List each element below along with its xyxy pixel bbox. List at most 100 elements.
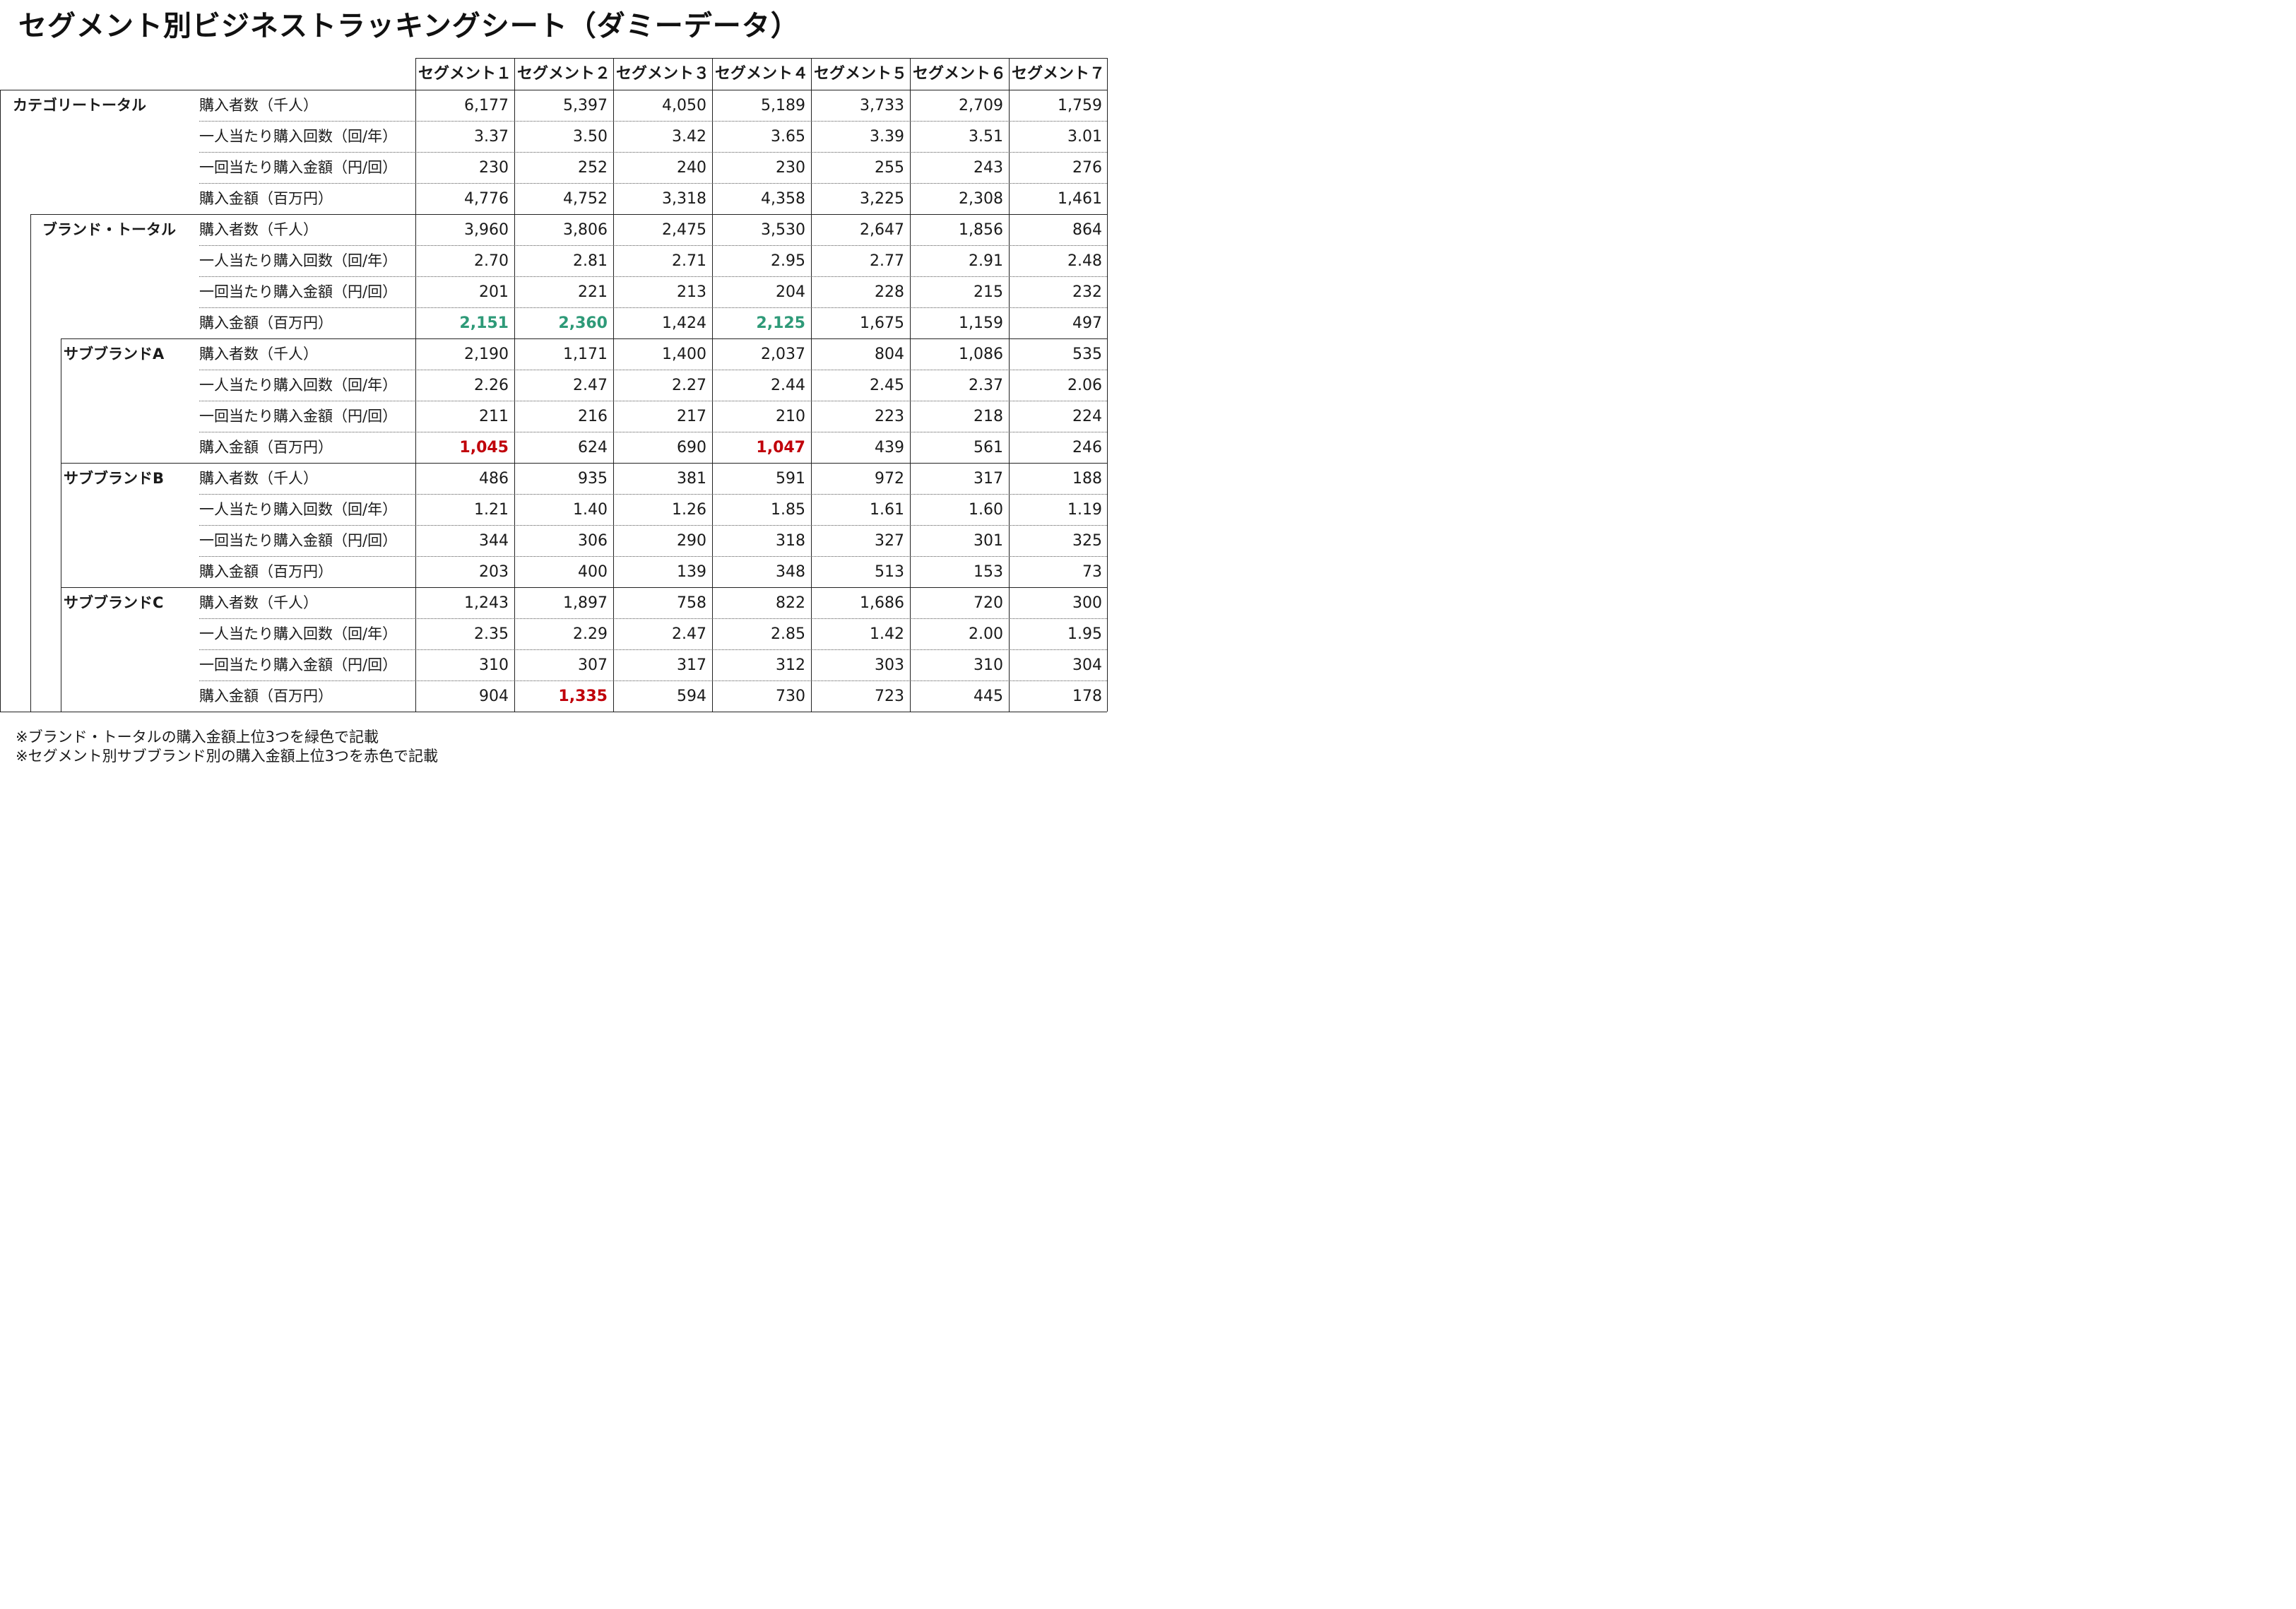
page-title: セグメント別ビジネストラッキングシート（ダミーデータ） [18, 10, 800, 42]
row-divider [199, 649, 1107, 650]
group-border [61, 338, 1107, 339]
table-cell: 1,159 [959, 314, 1003, 332]
column-border [712, 58, 713, 712]
table-cell: 204 [776, 283, 805, 301]
table-cell: 2.47 [672, 625, 706, 643]
table-cell: 2.85 [771, 625, 805, 643]
table-cell: 3,806 [563, 221, 608, 239]
highlighted-cell: 1,045 [459, 439, 509, 456]
row-divider [199, 245, 1107, 246]
table-cell: 723 [875, 688, 904, 705]
table-cell: 300 [1072, 594, 1102, 612]
highlighted-cell: 2,360 [558, 314, 608, 332]
row-divider [199, 183, 1107, 184]
table-cell: 1,675 [860, 314, 904, 332]
table-cell: 2.91 [969, 252, 1003, 270]
table-cell: 211 [479, 408, 509, 425]
table-cell: 325 [1072, 532, 1102, 550]
segment-header: セグメント２ [516, 65, 610, 83]
table-cell: 513 [875, 563, 904, 581]
metric-label: 一人当たり購入回数（回/年） [199, 377, 398, 394]
table-cell: 624 [578, 439, 608, 456]
table-cell: 1.40 [573, 501, 608, 519]
table-cell: 246 [1072, 439, 1102, 456]
metric-label: 一人当たり購入回数（回/年） [199, 252, 398, 269]
group-label: カテゴリートータル [13, 97, 146, 114]
table-cell: 2.26 [474, 377, 509, 394]
table-cell: 720 [974, 594, 1003, 612]
table-cell: 223 [875, 408, 904, 425]
table-cell: 317 [677, 656, 706, 674]
table-cell: 188 [1072, 470, 1102, 488]
table-cell: 301 [974, 532, 1003, 550]
table-cell: 153 [974, 563, 1003, 581]
table-cell: 1.95 [1067, 625, 1102, 643]
table-cell: 2.44 [771, 377, 805, 394]
metric-label: 一回当たり購入金額（円/回） [199, 532, 398, 549]
segment-header: セグメント３ [615, 65, 709, 83]
table-cell: 3.65 [771, 128, 805, 146]
table-cell: 255 [875, 159, 904, 177]
table-cell: 2.27 [672, 377, 706, 394]
column-border [1107, 58, 1108, 712]
table-cell: 822 [776, 594, 805, 612]
table-cell: 312 [776, 656, 805, 674]
metric-label: 一回当たり購入金額（円/回） [199, 283, 398, 300]
group-border [30, 214, 1107, 215]
table-cell: 3,733 [860, 97, 904, 114]
table-cell: 2,308 [959, 190, 1003, 208]
left-border [0, 90, 1, 712]
row-divider [199, 680, 1107, 681]
segment-header: セグメント５ [813, 65, 907, 83]
table-cell: 2,037 [761, 346, 805, 363]
column-border [1009, 58, 1010, 712]
group-label: サブブランドB [64, 470, 165, 487]
table-cell: 243 [974, 159, 1003, 177]
table-cell: 1.85 [771, 501, 805, 519]
footnote-red: ※セグメント別サブブランド別の購入金額上位3つを赤色で記載 [16, 748, 438, 765]
table-cell: 303 [875, 656, 904, 674]
table-cell: 221 [578, 283, 608, 301]
table-cell: 4,752 [563, 190, 608, 208]
segment-header: セグメント４ [714, 65, 808, 83]
table-cell: 4,358 [761, 190, 805, 208]
table-cell: 3,960 [464, 221, 509, 239]
highlighted-cell: 2,125 [756, 314, 805, 332]
table-cell: 2.81 [573, 252, 608, 270]
table-cell: 4,776 [464, 190, 509, 208]
group-label: サブブランドA [64, 346, 165, 363]
column-border [910, 58, 911, 712]
table-cell: 3.37 [474, 128, 509, 146]
table-cell: 3,318 [662, 190, 706, 208]
segment-header: セグメント１ [418, 65, 511, 83]
row-divider [199, 618, 1107, 619]
table-cell: 486 [479, 470, 509, 488]
table-cell: 497 [1072, 314, 1102, 332]
table-cell: 213 [677, 283, 706, 301]
table-cell: 2.48 [1067, 252, 1102, 270]
table-cell: 904 [479, 688, 509, 705]
metric-label: 一回当たり購入金額（円/回） [199, 159, 398, 176]
table-cell: 3.39 [870, 128, 904, 146]
group-border [61, 463, 1107, 464]
highlighted-cell: 1,335 [558, 688, 608, 705]
table-cell: 240 [677, 159, 706, 177]
table-cell: 972 [875, 470, 904, 488]
metric-label: 一回当たり購入金額（円/回） [199, 656, 398, 673]
table-cell: 210 [776, 408, 805, 425]
table-cell: 73 [1082, 563, 1102, 581]
table-cell: 318 [776, 532, 805, 550]
metric-label: 購入金額（百万円） [199, 314, 333, 331]
table-cell: 1,759 [1058, 97, 1102, 114]
table-cell: 252 [578, 159, 608, 177]
row-divider [199, 556, 1107, 557]
metric-label: 購入者数（千人） [199, 97, 318, 114]
table-cell: 381 [677, 470, 706, 488]
table-cell: 2.37 [969, 377, 1003, 394]
table-cell: 3.50 [573, 128, 608, 146]
table-cell: 5,397 [563, 97, 608, 114]
table-cell: 232 [1072, 283, 1102, 301]
metric-label: 購入者数（千人） [199, 470, 318, 487]
table-cell: 758 [677, 594, 706, 612]
metric-label: 購入金額（百万円） [199, 190, 333, 207]
